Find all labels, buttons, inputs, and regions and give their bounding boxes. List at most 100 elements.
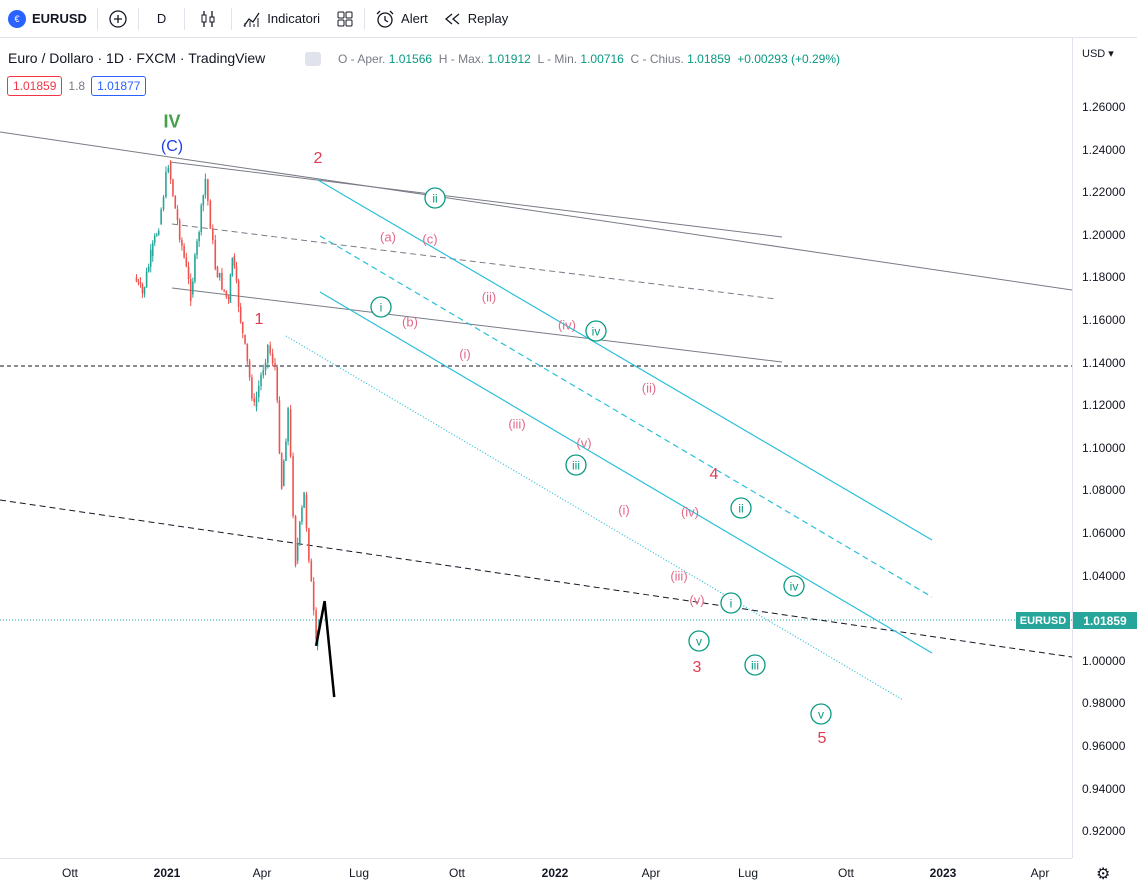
divider — [364, 7, 366, 30]
candle-body — [157, 230, 160, 235]
candle-body — [255, 397, 258, 408]
candle-body — [202, 195, 205, 206]
candle-body — [181, 239, 183, 246]
wave-label: iii — [572, 458, 580, 472]
candle-body — [139, 282, 142, 285]
candle-body — [303, 492, 305, 508]
candle-body — [231, 257, 234, 275]
price-axis-label: 1.16000 — [1082, 313, 1126, 327]
time-axis-label: Ott — [448, 866, 466, 880]
currency-selector[interactable]: USD ▾ — [1082, 48, 1114, 60]
candle-body — [218, 272, 221, 278]
candle-body — [216, 266, 219, 278]
candle-body — [264, 362, 267, 371]
wave-label: 2 — [314, 150, 323, 167]
candle-body — [176, 209, 179, 221]
symbol-label: EURUSD — [32, 11, 87, 26]
replay-button[interactable]: Replay — [436, 0, 516, 38]
time-axis-label: Ott — [837, 866, 855, 880]
chart-legend-title: Euro / Dollaro · 1D · FXCM · TradingView — [8, 50, 266, 66]
wave-label: iv — [790, 579, 799, 593]
symbol-price-tag: EURUSD — [1016, 612, 1070, 629]
wave-label-circle — [424, 187, 446, 209]
candle-body — [209, 200, 212, 229]
spread-value: 1.8 — [68, 79, 86, 93]
wave-label: (v) — [689, 593, 704, 608]
price-axis-label: 1.04000 — [1082, 568, 1126, 583]
time-axis-label: Apr — [641, 866, 661, 880]
time-axis[interactable] — [0, 858, 1072, 893]
candle-body — [160, 209, 162, 225]
wave-label: 4 — [710, 466, 719, 483]
candle-body — [187, 266, 190, 280]
wave-label-circle — [370, 296, 392, 318]
price-axis-label: 1.12000 — [1082, 398, 1126, 413]
buy-price-button[interactable]: 1.01877 — [91, 76, 147, 96]
wave-label: (a) — [380, 230, 396, 245]
candle-body — [305, 494, 308, 529]
top-toolbar: € EURUSD D Indicatori Alert Replay — [0, 0, 1137, 38]
candle-body — [260, 375, 262, 387]
candle-body — [192, 281, 194, 295]
wave-label-circle — [585, 320, 607, 342]
interval-button[interactable]: D — [141, 0, 182, 38]
trend-dashed-line — [171, 223, 777, 300]
open-value: 1.01566 — [388, 52, 433, 66]
currency-label: USD — [1082, 48, 1106, 60]
candle-body — [296, 543, 299, 561]
rewind-icon — [444, 13, 460, 24]
candle-body — [145, 271, 148, 288]
legend-collapse-button[interactable] — [305, 52, 321, 66]
channel-upper-line — [317, 179, 933, 541]
candle-body — [283, 460, 285, 487]
time-axis-label: 2021 — [153, 866, 181, 880]
candle-body — [196, 241, 198, 255]
wave-label-circle — [744, 654, 766, 676]
time-axis-label: Apr — [1030, 866, 1050, 880]
candle-body — [214, 240, 217, 269]
candle-body — [269, 345, 272, 354]
wave-label-circle — [810, 703, 832, 725]
price-axis-label: 0.98000 — [1082, 696, 1126, 711]
change-value: +0.00293 (+0.29%) — [737, 52, 840, 66]
candle-body — [204, 178, 207, 196]
candle-body — [287, 407, 289, 442]
projection-path — [314, 600, 336, 698]
templates-button[interactable] — [328, 0, 362, 38]
symbol-search[interactable]: € EURUSD — [0, 0, 95, 38]
candle-body — [169, 162, 172, 180]
price-axis-label: 1.10000 — [1082, 440, 1126, 455]
candle-body — [207, 179, 209, 201]
candle-body — [241, 322, 244, 333]
wave-label: (c) — [422, 232, 437, 247]
wave-label: (iii) — [508, 417, 525, 432]
candle-body — [165, 171, 167, 198]
candle-body — [310, 560, 313, 582]
compare-button[interactable] — [100, 0, 136, 38]
candle-body — [262, 370, 265, 376]
alarm-clock-icon — [376, 10, 394, 28]
wave-label: 3 — [693, 659, 702, 676]
candle-body — [299, 521, 301, 544]
chart-type-button[interactable] — [187, 0, 229, 38]
candle-body — [239, 306, 242, 323]
price-axis[interactable] — [1072, 38, 1137, 858]
sell-price-button[interactable]: 1.01859 — [7, 76, 63, 96]
indicators-button[interactable]: Indicatori — [234, 0, 328, 38]
candle-body — [221, 272, 223, 290]
candle-body — [292, 456, 294, 516]
candle-body — [312, 581, 315, 611]
candle-body — [274, 363, 276, 367]
open-label: O - Aper. — [338, 52, 386, 66]
wave-label: IV — [163, 111, 180, 131]
candle-body — [246, 343, 249, 362]
candle-body — [294, 515, 297, 566]
wave-label: ii — [738, 501, 743, 515]
wave-label: 5 — [818, 730, 827, 747]
wave-label: v — [818, 707, 824, 721]
gear-icon[interactable]: ⚙ — [1096, 866, 1111, 883]
candle-body — [212, 228, 214, 241]
candle-body — [225, 290, 228, 297]
price-chart[interactable]: IV(C)21345(a)(b)(c)(i)(ii)(iii)(iv)(v)(i… — [0, 38, 1072, 858]
alert-button[interactable]: Alert — [367, 0, 436, 38]
